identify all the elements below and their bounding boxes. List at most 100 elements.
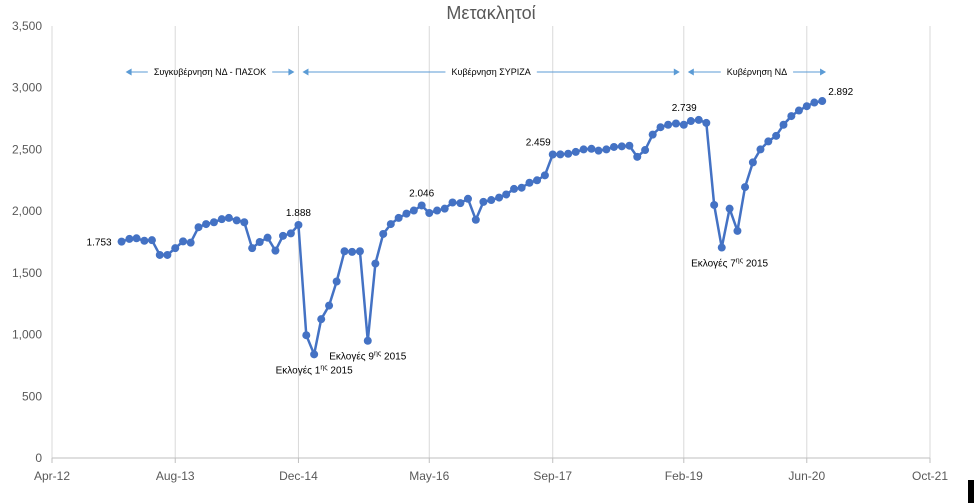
window-edge	[968, 480, 974, 503]
y-tick-label: 3,000	[12, 81, 42, 95]
data-point	[479, 197, 488, 206]
data-point	[348, 247, 357, 256]
annotation-label: Εκλογές 7ης 2015	[691, 258, 768, 270]
annotation-suffix: 2015	[743, 259, 768, 270]
data-point	[325, 301, 334, 310]
annotation-sup: ης	[320, 364, 328, 371]
y-tick-label: 2,500	[12, 142, 42, 156]
data-point	[625, 141, 634, 150]
data-point	[409, 206, 418, 215]
data-point	[456, 199, 465, 208]
period-annotations: Συγκυβέρνηση ΝΔ - ΠΑΣΟΚ Κυβέρνηση ΣΥΡΙΖΑ Κ…	[125, 67, 827, 77]
data-point	[540, 171, 549, 180]
data-point	[487, 196, 496, 205]
data-point	[433, 206, 442, 215]
annotation-label: Εκλογές 1ης 2015	[276, 364, 353, 376]
arrow-head	[820, 68, 827, 76]
data-point	[725, 204, 734, 213]
x-tick-label: Jun-20	[788, 469, 825, 483]
data-point	[224, 213, 233, 222]
data-series	[117, 97, 827, 359]
data-point	[310, 350, 319, 359]
x-tick-label: Dec-14	[279, 469, 318, 483]
period-label: Κυβέρνηση ΝΔ	[727, 67, 787, 77]
period-1: Κυβέρνηση ΣΥΡΙΖΑ	[302, 67, 680, 77]
y-tick-label: 500	[22, 389, 42, 403]
arrow-head	[673, 68, 680, 76]
data-point	[425, 208, 434, 217]
data-point	[794, 106, 803, 115]
data-point	[202, 220, 211, 229]
arrow-head	[288, 68, 295, 76]
y-tick-label: 1,500	[12, 266, 42, 280]
data-point	[609, 142, 618, 151]
data-point	[587, 144, 596, 153]
annotation-prefix: Εκλογές 1	[276, 364, 321, 376]
x-tick-label: Oct-21	[912, 469, 948, 483]
data-point	[502, 190, 511, 199]
data-point	[155, 250, 164, 259]
data-point	[741, 183, 750, 192]
data-point	[171, 244, 180, 253]
data-point	[271, 246, 280, 255]
y-tick-label: 3,500	[12, 19, 42, 33]
data-label: 2.739	[672, 103, 697, 114]
x-tick-label: Apr-12	[34, 469, 70, 483]
data-point	[756, 145, 765, 154]
data-point	[802, 102, 811, 111]
data-point	[764, 137, 773, 146]
y-axis-tick-labels: 0 500 1,000 1,500 2,000 2,500 3,000 3,500	[12, 19, 42, 465]
data-point	[440, 204, 449, 213]
data-point	[294, 220, 303, 229]
data-point	[132, 234, 141, 243]
data-point	[579, 145, 588, 154]
data-point	[641, 146, 650, 155]
arrow-head	[125, 68, 132, 76]
data-point	[340, 247, 349, 256]
annotation-prefix: Εκλογές 9	[329, 351, 374, 363]
data-point	[255, 238, 264, 246]
period-0: Συγκυβέρνηση ΝΔ - ΠΑΣΟΚ	[125, 67, 295, 77]
data-point	[772, 131, 781, 140]
arrow-head	[302, 68, 309, 76]
data-point	[248, 244, 257, 253]
data-point	[510, 184, 519, 193]
chart-title: Μετακλητοί	[446, 3, 535, 23]
data-point	[525, 178, 534, 187]
data-point	[602, 145, 611, 154]
data-point	[686, 117, 695, 126]
data-point	[671, 119, 680, 128]
data-point	[748, 158, 757, 167]
data-point	[733, 226, 742, 235]
data-point	[186, 238, 195, 247]
annotation-sup: ης	[736, 258, 744, 265]
y-tick-label: 0	[35, 451, 42, 465]
data-point	[787, 112, 796, 121]
data-point	[194, 223, 203, 232]
data-point	[163, 250, 172, 259]
data-point	[448, 198, 457, 207]
data-point	[379, 229, 388, 238]
data-point	[548, 150, 557, 159]
data-point	[217, 215, 226, 224]
data-point	[125, 234, 134, 243]
data-point	[471, 215, 480, 224]
data-point	[232, 216, 241, 225]
x-tick-label: Aug-13	[156, 469, 195, 483]
data-point	[710, 200, 719, 209]
data-point	[263, 233, 272, 242]
data-point	[279, 231, 288, 240]
period-2: Κυβέρνηση ΝΔ	[687, 67, 827, 77]
data-point	[394, 213, 403, 222]
y-tick-label: 2,000	[12, 204, 42, 218]
data-point	[702, 118, 711, 127]
data-point	[302, 331, 311, 340]
data-point	[371, 259, 380, 268]
data-point	[117, 237, 126, 246]
period-label: Συγκυβέρνηση ΝΔ - ΠΑΣΟΚ	[154, 67, 266, 77]
data-point	[240, 218, 249, 227]
data-label: 1.888	[286, 208, 311, 219]
data-point	[656, 123, 665, 132]
data-point	[664, 120, 673, 129]
